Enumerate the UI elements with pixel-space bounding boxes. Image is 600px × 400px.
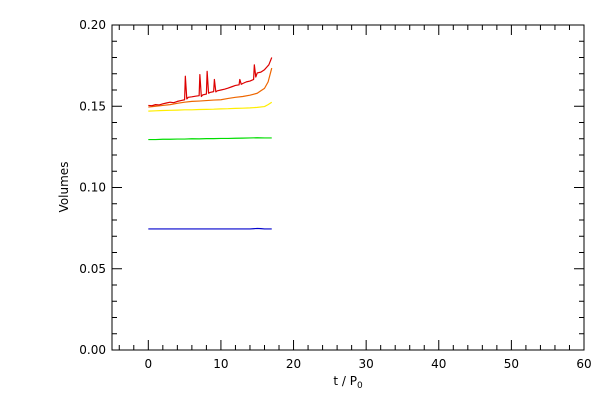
- tick-labels: 0 10 20 30 40 50 60 0.00 0.05 0.10 0.15 0.20: [79, 18, 591, 371]
- x-tick-label: 0: [144, 357, 152, 371]
- y-tick-label: 0.20: [79, 18, 106, 32]
- y-tick-label: 0.10: [79, 181, 106, 195]
- series-line-3: [148, 101, 273, 112]
- x-axis-label: t / P0: [333, 374, 363, 391]
- y-axis-label: Volumes: [57, 162, 71, 213]
- tick-marks: [112, 24, 585, 351]
- series-line-4: [148, 67, 273, 108]
- x-tick-label: 40: [431, 357, 446, 371]
- x-axis-label-subscript: 0: [357, 381, 363, 391]
- x-tick-label: 50: [504, 357, 519, 371]
- x-tick-label: 30: [359, 357, 374, 371]
- series-layer: [148, 57, 273, 230]
- x-tick-label: 10: [213, 357, 228, 371]
- y-tick-label: 0.00: [79, 343, 106, 357]
- y-tick-label: 0.15: [79, 99, 106, 113]
- plot-frame: [111, 24, 585, 351]
- y-tick-label: 0.05: [79, 262, 106, 276]
- series-line-5: [148, 57, 273, 107]
- series-line-2: [148, 137, 272, 141]
- x-tick-label: 60: [576, 357, 591, 371]
- x-axis-label-main: t / P: [333, 374, 357, 388]
- x-tick-label: 20: [286, 357, 301, 371]
